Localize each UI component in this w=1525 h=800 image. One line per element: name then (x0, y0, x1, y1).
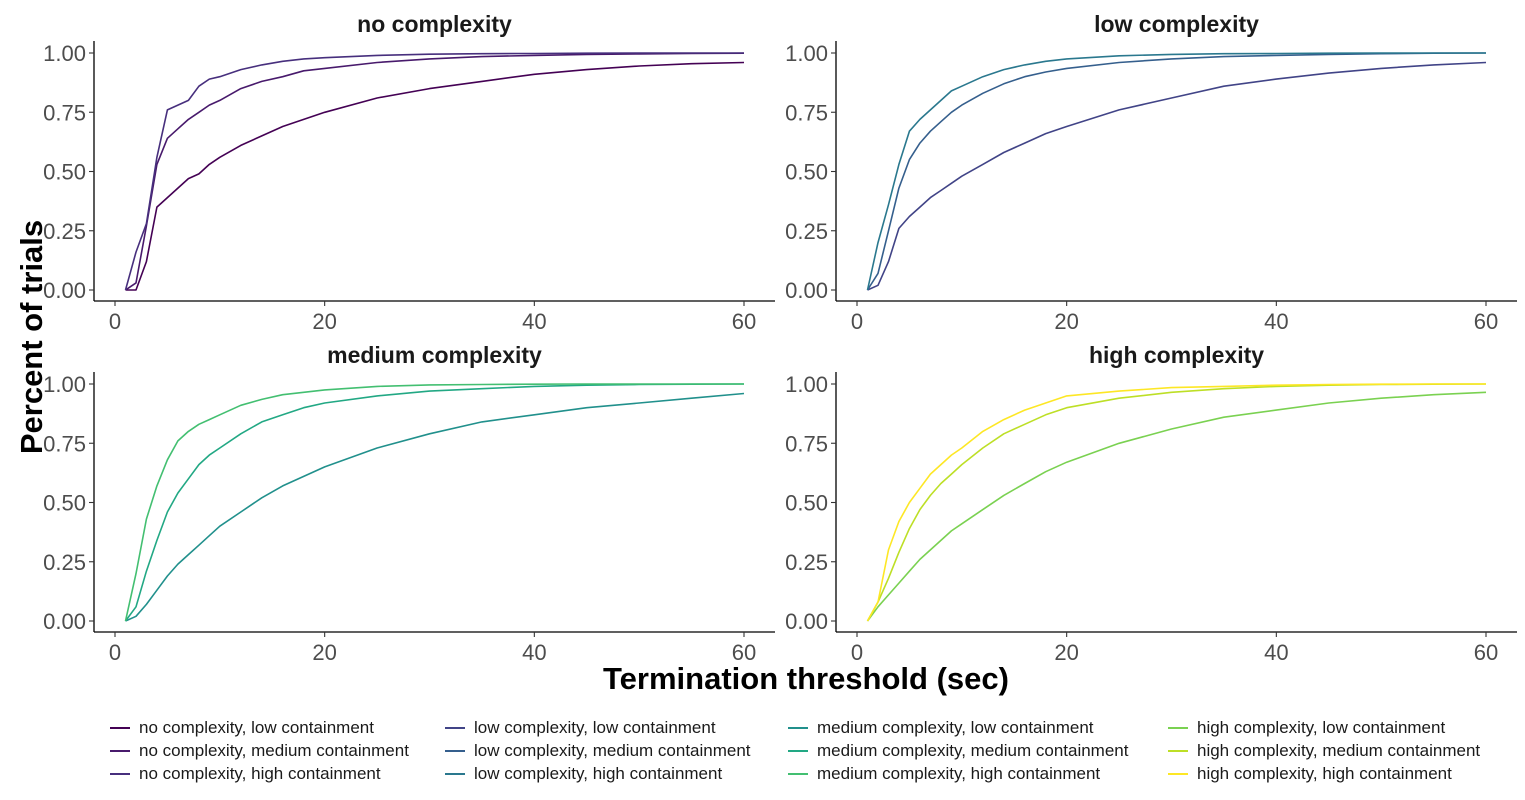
y-tick-label: 0.25 (785, 550, 828, 575)
legend-label: no complexity, high containment (139, 763, 381, 783)
y-tick-label: 0.75 (785, 100, 828, 125)
x-tick-label: 40 (522, 640, 546, 665)
legend-item: medium complexity, high containment (788, 762, 1168, 785)
series-line (866, 52, 1486, 291)
y-axis-title: Percent of trials (14, 220, 49, 454)
y-tick-label: 0.00 (43, 609, 86, 634)
legend-item: medium complexity, medium containment (788, 739, 1168, 762)
panel-medium-complexity: medium complexity 0.00 0.25 0.50 0.75 1.00 0 20… (43, 342, 775, 665)
series-line (866, 383, 1486, 622)
y-tick-label: 0.50 (785, 491, 828, 516)
y-tick-label: 0.00 (43, 278, 86, 303)
legend-item: high complexity, high containment (1168, 762, 1508, 785)
legend-label: no complexity, low containment (139, 717, 374, 737)
y-tick-label: 0.50 (43, 160, 86, 185)
legend-key (788, 772, 808, 775)
panel-high-complexity: high complexity 0.00 0.25 0.50 0.75 1.00 0 20 40… (785, 342, 1517, 665)
x-tick-label: 60 (1474, 640, 1498, 665)
y-tick-label: 0.75 (43, 431, 86, 456)
legend-key (110, 726, 130, 729)
y-tick-label: 1.00 (43, 372, 86, 397)
x-tick-label: 0 (851, 640, 863, 665)
legend-item: low complexity, high containment (445, 762, 788, 785)
y-tick-label: 0.25 (43, 219, 86, 244)
x-tick-label: 60 (732, 309, 756, 334)
legend-key (445, 772, 465, 775)
legend-label: medium complexity, medium containment (817, 740, 1129, 760)
legend-key (110, 772, 130, 775)
legend-key (1168, 749, 1188, 752)
x-tick-label: 20 (1054, 309, 1078, 334)
legend-key (788, 726, 808, 729)
panel-title: medium complexity (327, 342, 542, 368)
legend-item: high complexity, medium containment (1168, 739, 1508, 762)
series-line (866, 391, 1487, 622)
y-tick-label: 0.00 (785, 278, 828, 303)
legend-key (788, 749, 808, 752)
legend-key (110, 749, 130, 752)
y-tick-label: 0.00 (785, 609, 828, 634)
legend-label: high complexity, low containment (1197, 717, 1446, 737)
series-line (124, 52, 744, 291)
legend-label: low complexity, high containment (474, 763, 723, 783)
y-tick-label: 0.50 (785, 160, 828, 185)
panel-low-complexity: low complexity 0.00 0.25 0.50 0.75 1.00 0 20 40 6… (785, 11, 1517, 334)
panel-title: high complexity (1089, 342, 1264, 368)
y-tick-label: 1.00 (785, 41, 828, 66)
x-tick-label: 40 (1264, 640, 1288, 665)
x-tick-label: 0 (851, 309, 863, 334)
series-line (125, 392, 745, 622)
y-tick-label: 0.25 (785, 219, 828, 244)
legend-label: high complexity, medium containment (1197, 740, 1481, 760)
y-tick-label: 0.50 (43, 491, 86, 516)
series-line (125, 52, 745, 291)
legend-key (445, 726, 465, 729)
legend-label: medium complexity, low containment (817, 717, 1094, 737)
x-axis-title: Termination threshold (sec) (603, 661, 1009, 696)
series-line (124, 383, 745, 622)
legend-item: medium complexity, low containment (788, 716, 1168, 739)
legend-item: no complexity, low containment (110, 716, 445, 739)
legend-item: no complexity, high containment (110, 762, 445, 785)
legend-label: low complexity, low containment (474, 717, 716, 737)
series-line (125, 61, 745, 291)
series-line (866, 52, 1487, 291)
x-tick-label: 20 (312, 309, 336, 334)
legend-item: high complexity, low containment (1168, 716, 1508, 739)
x-tick-label: 60 (1474, 309, 1498, 334)
y-tick-label: 0.75 (785, 431, 828, 456)
legend-item: low complexity, medium containment (445, 739, 788, 762)
legend-label: low complexity, medium containment (474, 740, 751, 760)
y-tick-label: 1.00 (43, 41, 86, 66)
x-tick-label: 60 (732, 640, 756, 665)
y-tick-label: 0.25 (43, 550, 86, 575)
legend-key (1168, 726, 1188, 729)
x-tick-label: 0 (109, 640, 121, 665)
legend-key (445, 749, 465, 752)
panel-title: no complexity (357, 11, 512, 37)
series-line (124, 383, 744, 622)
legend-item: low complexity, low containment (445, 716, 788, 739)
legend-label: no complexity, medium containment (139, 740, 409, 760)
panel-title: low complexity (1094, 11, 1259, 37)
y-tick-label: 0.75 (43, 100, 86, 125)
x-tick-label: 20 (312, 640, 336, 665)
panel-no-complexity: no complexity 0.00 0.25 0.50 0.75 1.00 0 20 40 60 (43, 11, 775, 334)
legend-key (1168, 772, 1188, 775)
x-tick-label: 40 (522, 309, 546, 334)
legend-label: medium complexity, high containment (817, 763, 1101, 783)
x-tick-label: 40 (1264, 309, 1288, 334)
series-line (866, 383, 1487, 622)
x-tick-label: 20 (1054, 640, 1078, 665)
series-line (867, 61, 1487, 291)
x-tick-label: 0 (109, 309, 121, 334)
chart-legend: no complexity, low containment no complex… (110, 716, 1508, 785)
y-tick-label: 1.00 (785, 372, 828, 397)
legend-item: no complexity, medium containment (110, 739, 445, 762)
legend-label: high complexity, high containment (1197, 763, 1452, 783)
